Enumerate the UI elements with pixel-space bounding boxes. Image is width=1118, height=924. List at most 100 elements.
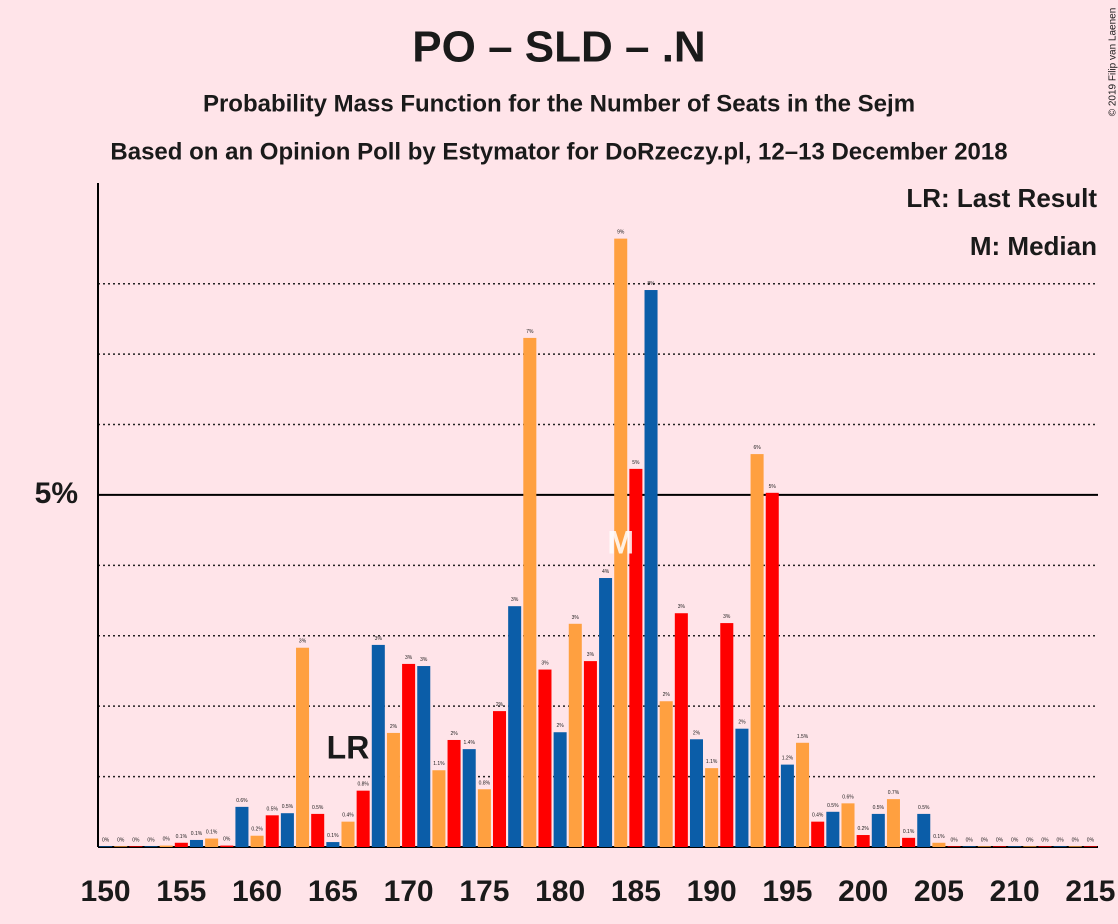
value-label: 3% — [420, 657, 428, 663]
x-tick-label: 180 — [535, 875, 585, 908]
bar — [326, 842, 340, 847]
value-label: 0.4% — [342, 813, 354, 819]
value-label: 1.5% — [797, 734, 809, 740]
bar — [659, 701, 673, 847]
value-label: 9% — [617, 230, 625, 236]
value-label: 2% — [557, 723, 565, 729]
bar — [205, 838, 219, 847]
value-label: 6% — [753, 445, 761, 451]
value-label: 0.5% — [827, 803, 839, 809]
value-label: 0.5% — [312, 805, 324, 811]
value-label: 0% — [981, 837, 989, 843]
value-label: 3% — [541, 661, 549, 667]
bar — [99, 846, 113, 847]
value-label: 2% — [496, 702, 504, 708]
bar — [311, 813, 325, 847]
value-label: 0.7% — [888, 790, 900, 796]
bar — [493, 711, 507, 847]
value-label: 0% — [1057, 837, 1065, 843]
value-label: 0.1% — [191, 831, 203, 837]
bar — [735, 728, 749, 847]
value-label: 1.2% — [782, 756, 794, 762]
bar — [235, 806, 249, 847]
x-tick-label: 205 — [914, 875, 964, 908]
value-label: 0.1% — [206, 830, 218, 836]
value-label: 0% — [1026, 837, 1034, 843]
value-label: 0.1% — [933, 834, 945, 840]
bar — [614, 238, 628, 848]
chart-subtitle: Based on an Opinion Poll by Estymator fo… — [110, 138, 1007, 165]
copyright: © 2019 Filip van Laenen — [1108, 8, 1118, 117]
value-label: 2% — [693, 730, 701, 736]
x-tick-label: 210 — [990, 875, 1040, 908]
value-label: 4% — [602, 569, 610, 575]
x-tick-label: 195 — [762, 875, 812, 908]
value-label: 0.5% — [282, 804, 294, 810]
bar — [977, 846, 991, 847]
bar — [689, 739, 703, 847]
value-label: 5% — [632, 460, 640, 466]
value-label: 3% — [405, 655, 413, 661]
bar — [265, 815, 279, 847]
value-label: 3% — [511, 597, 519, 603]
value-label: 0% — [163, 837, 171, 843]
bar — [189, 839, 203, 847]
y-tick-label: 5% — [35, 477, 78, 510]
value-label: 0% — [102, 837, 110, 843]
bar — [462, 749, 476, 847]
annotation: LR — [327, 729, 370, 765]
value-label: 3% — [375, 636, 383, 642]
legend-entry: LR: Last Result — [906, 183, 1097, 213]
bar — [1038, 846, 1052, 847]
value-label: 2% — [663, 692, 671, 698]
bar — [553, 732, 567, 847]
value-label: 0% — [1011, 837, 1019, 843]
x-tick-label: 165 — [308, 875, 358, 908]
value-label: 3% — [678, 604, 686, 610]
x-tick-label: 160 — [232, 875, 282, 908]
bar — [856, 835, 870, 847]
value-label: 0.5% — [918, 805, 930, 811]
bar — [841, 803, 855, 847]
bar — [402, 663, 416, 847]
value-label: 0% — [1072, 837, 1080, 843]
bar — [1008, 846, 1022, 847]
value-label: 0% — [132, 837, 140, 843]
x-tick-label: 185 — [611, 875, 661, 908]
legend-entry: M: Median — [970, 231, 1097, 261]
value-label: 3% — [723, 614, 731, 620]
value-label: 0% — [950, 837, 958, 843]
bar — [871, 813, 885, 847]
bar — [1023, 846, 1037, 847]
annotation: M — [607, 524, 634, 560]
x-tick-label: 190 — [687, 875, 737, 908]
bar — [886, 799, 900, 847]
bar — [114, 846, 128, 847]
value-label: 0.1% — [176, 834, 188, 840]
bar — [902, 837, 916, 847]
value-label: 2% — [738, 720, 746, 726]
bar — [129, 846, 143, 847]
bar — [1068, 846, 1082, 847]
bar — [917, 813, 931, 847]
bar — [538, 669, 552, 847]
value-label: 0.5% — [873, 805, 885, 811]
value-label: 1.1% — [706, 759, 718, 765]
bar — [993, 846, 1007, 847]
x-tick-label: 150 — [81, 875, 131, 908]
bar — [947, 846, 961, 847]
value-label: 0% — [147, 837, 155, 843]
bar — [477, 789, 491, 847]
value-label: 0% — [966, 837, 974, 843]
bar — [644, 290, 658, 847]
value-label: 2% — [390, 724, 398, 730]
chart-subtitle: Probability Mass Function for the Number… — [203, 90, 915, 117]
bar — [811, 821, 825, 847]
x-tick-label: 200 — [838, 875, 888, 908]
bar — [583, 661, 597, 847]
bar — [629, 468, 643, 847]
bar — [599, 578, 613, 847]
value-label: 0.2% — [251, 827, 263, 833]
value-label: 0% — [1041, 837, 1049, 843]
value-label: 0.8% — [357, 782, 369, 788]
